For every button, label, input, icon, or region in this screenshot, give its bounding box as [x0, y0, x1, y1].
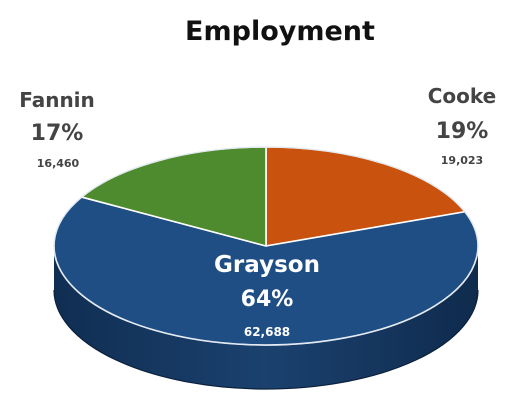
slice-label-cooke: Cooke 19% 19,023 — [428, 84, 497, 167]
grayson-name: Grayson — [214, 252, 320, 278]
fannin-percent: 17% — [31, 121, 84, 146]
cooke-value: 19,023 — [441, 154, 483, 167]
slice-label-fannin: Fannin 17% 16,460 — [19, 88, 95, 170]
pie-side-band — [54, 246, 478, 389]
grayson-value: 62,688 — [244, 325, 290, 339]
pie-bottom-edge — [53, 289, 479, 390]
chart-title: Employment — [185, 16, 375, 47]
pie-rim-highlight — [53, 146, 479, 346]
fannin-value: 16,460 — [37, 157, 80, 170]
cooke-name: Cooke — [428, 84, 497, 108]
fannin-name: Fannin — [19, 88, 95, 112]
grayson-percent: 64% — [241, 287, 294, 312]
pie-3d-body — [53, 246, 479, 390]
pie-slices — [53, 146, 479, 346]
cooke-percent: 19% — [436, 119, 489, 144]
slice-label-grayson: Grayson 64% 62,688 — [214, 252, 320, 339]
